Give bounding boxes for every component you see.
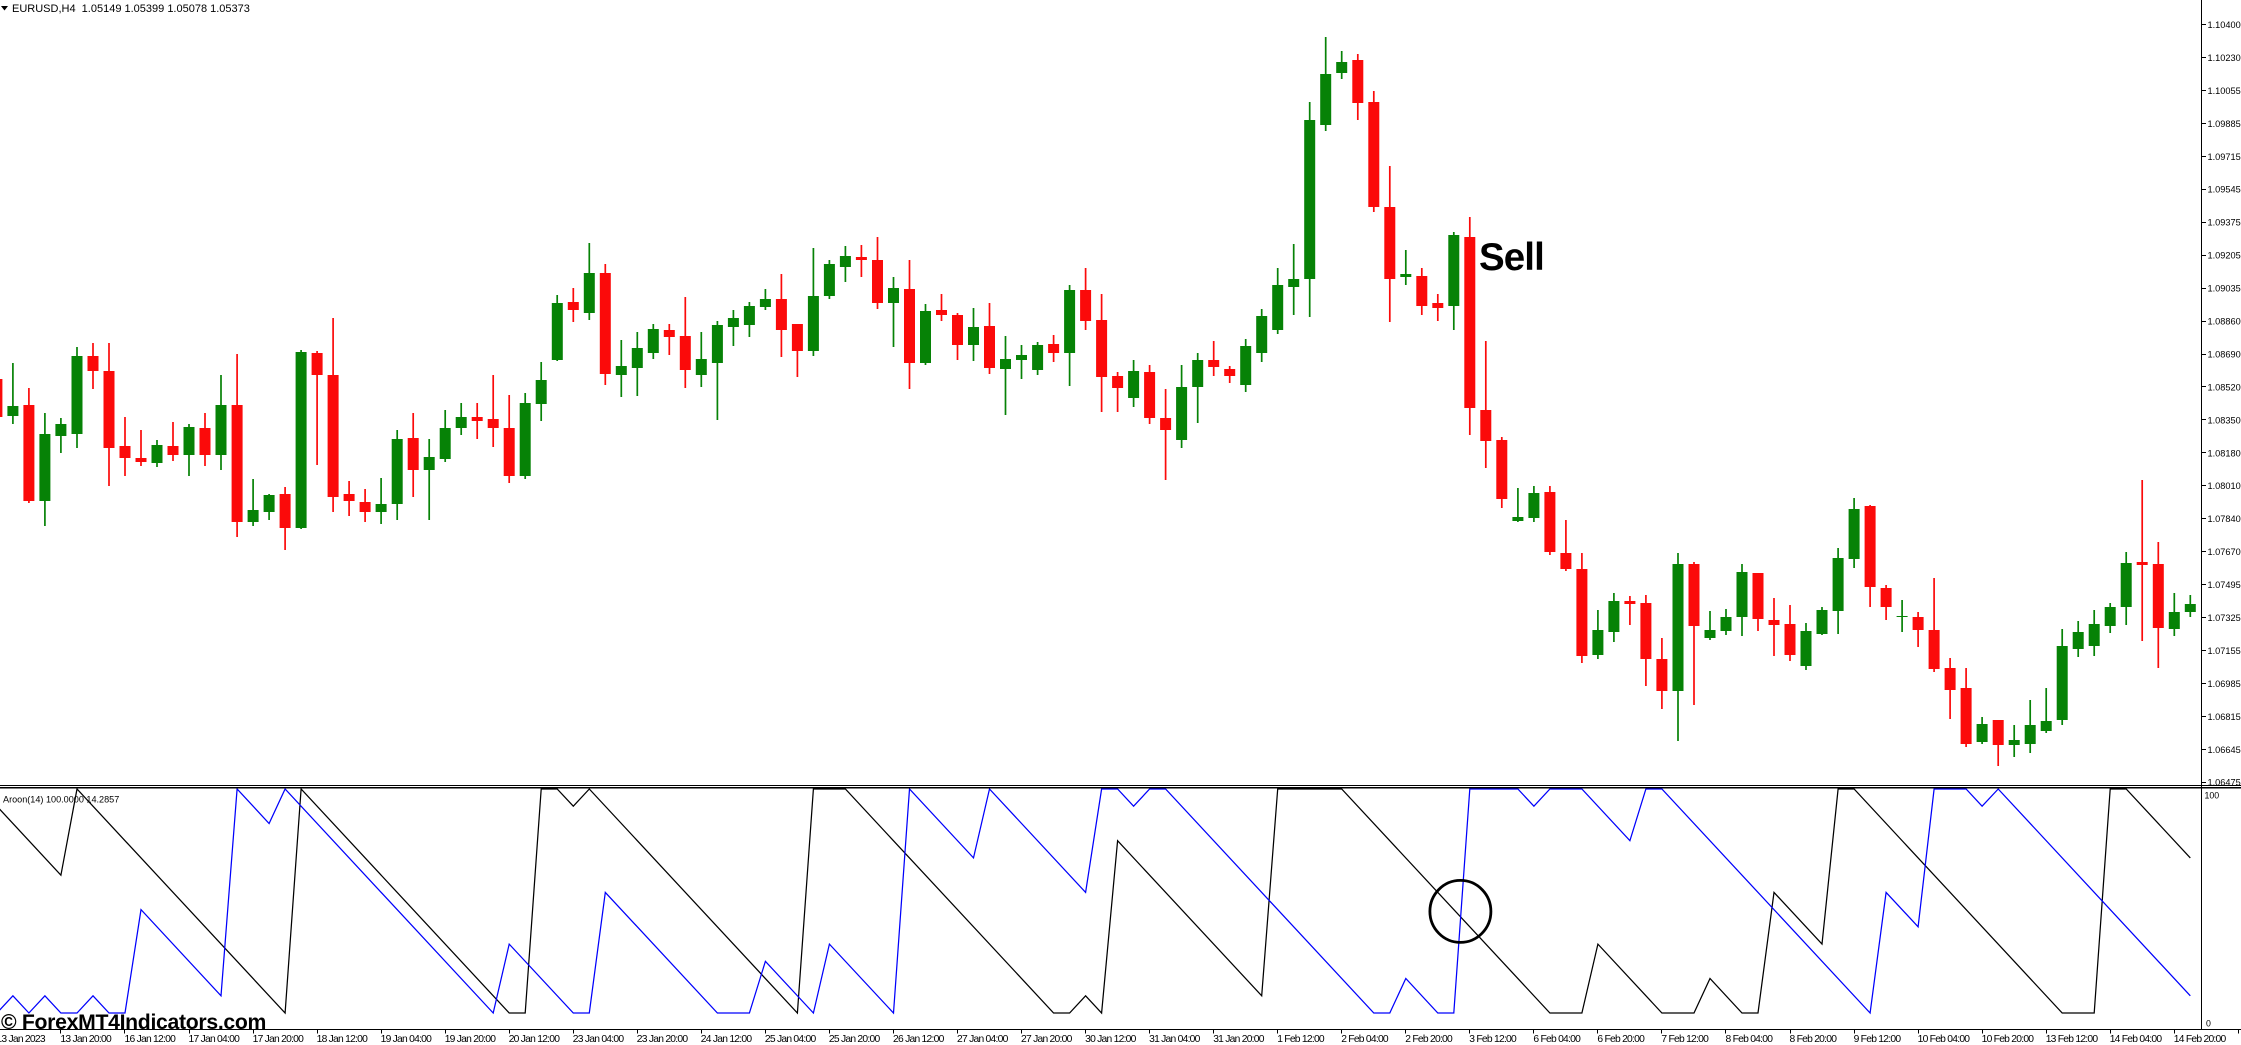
svg-text:17 Jan 04:00: 17 Jan 04:00 <box>189 1034 241 1045</box>
svg-text:14 Feb 20:00: 14 Feb 20:00 <box>2174 1034 2227 1045</box>
svg-text:0: 0 <box>2206 1019 2211 1029</box>
svg-text:2 Feb 04:00: 2 Feb 04:00 <box>1341 1034 1389 1045</box>
svg-text:19 Jan 04:00: 19 Jan 04:00 <box>381 1034 433 1045</box>
svg-text:24 Jan 12:00: 24 Jan 12:00 <box>701 1034 753 1045</box>
svg-text:Sell: Sell <box>1479 236 1544 279</box>
svg-text:1.08860: 1.08860 <box>2208 317 2241 327</box>
svg-text:25 Jan 20:00: 25 Jan 20:00 <box>829 1034 881 1045</box>
svg-text:26 Jan 12:00: 26 Jan 12:00 <box>893 1034 945 1045</box>
svg-text:2 Feb 20:00: 2 Feb 20:00 <box>1405 1034 1453 1045</box>
svg-text:1.09375: 1.09375 <box>2208 218 2241 228</box>
svg-text:1.06985: 1.06985 <box>2208 679 2241 689</box>
svg-text:10 Feb 04:00: 10 Feb 04:00 <box>1918 1034 1971 1045</box>
svg-text:9 Feb 12:00: 9 Feb 12:00 <box>1854 1034 1902 1045</box>
svg-text:23 Jan 04:00: 23 Jan 04:00 <box>573 1034 625 1045</box>
svg-text:1 Feb 12:00: 1 Feb 12:00 <box>1277 1034 1325 1045</box>
svg-text:1.08520: 1.08520 <box>2208 382 2241 392</box>
svg-text:14 Feb 04:00: 14 Feb 04:00 <box>2110 1034 2163 1045</box>
svg-text:1.06815: 1.06815 <box>2208 712 2241 722</box>
svg-text:1.08180: 1.08180 <box>2208 448 2241 458</box>
svg-text:27 Jan 20:00: 27 Jan 20:00 <box>1021 1034 1073 1045</box>
svg-text:1.07325: 1.07325 <box>2208 613 2241 623</box>
svg-text:1.10055: 1.10055 <box>2208 86 2241 96</box>
svg-text:1.08690: 1.08690 <box>2208 349 2241 359</box>
svg-text:1.07155: 1.07155 <box>2208 646 2241 656</box>
svg-text:30 Jan 12:00: 30 Jan 12:00 <box>1085 1034 1137 1045</box>
svg-text:© ForexMT4Indicators.com: © ForexMT4Indicators.com <box>1 1011 266 1034</box>
svg-text:1.07495: 1.07495 <box>2208 580 2241 590</box>
svg-text:1.06475: 1.06475 <box>2208 778 2241 788</box>
svg-text:1.09035: 1.09035 <box>2208 284 2241 294</box>
svg-text:1.09715: 1.09715 <box>2208 152 2241 162</box>
svg-text:3 Feb 12:00: 3 Feb 12:00 <box>1469 1034 1517 1045</box>
svg-text:1.09885: 1.09885 <box>2208 119 2241 129</box>
svg-text:6 Feb 20:00: 6 Feb 20:00 <box>1597 1034 1645 1045</box>
svg-text:17 Jan 20:00: 17 Jan 20:00 <box>253 1034 305 1045</box>
svg-text:10 Feb 20:00: 10 Feb 20:00 <box>1982 1034 2035 1045</box>
svg-text:13 Feb 12:00: 13 Feb 12:00 <box>2046 1034 2099 1045</box>
svg-text:31 Jan 04:00: 31 Jan 04:00 <box>1149 1034 1201 1045</box>
svg-text:13 Jan 2023: 13 Jan 2023 <box>0 1034 46 1045</box>
svg-text:1.07670: 1.07670 <box>2208 547 2241 557</box>
svg-text:7 Feb 12:00: 7 Feb 12:00 <box>1661 1034 1709 1045</box>
svg-text:27 Jan 04:00: 27 Jan 04:00 <box>957 1034 1009 1045</box>
svg-text:1.09545: 1.09545 <box>2208 185 2241 195</box>
svg-text:Aroon(14) 100.0000 14.2857: Aroon(14) 100.0000 14.2857 <box>3 795 119 805</box>
svg-text:1.07840: 1.07840 <box>2208 514 2241 524</box>
svg-text:8 Feb 04:00: 8 Feb 04:00 <box>1726 1034 1774 1045</box>
svg-text:EURUSD,H4 1.05149 1.05399 1.0: EURUSD,H4 1.05149 1.05399 1.05078 1.0537… <box>12 3 250 15</box>
svg-text:23 Jan 20:00: 23 Jan 20:00 <box>637 1034 689 1045</box>
svg-text:19 Jan 20:00: 19 Jan 20:00 <box>445 1034 497 1045</box>
svg-text:1.10230: 1.10230 <box>2208 53 2241 63</box>
svg-text:20 Jan 12:00: 20 Jan 12:00 <box>509 1034 561 1045</box>
svg-text:25 Jan 04:00: 25 Jan 04:00 <box>765 1034 817 1045</box>
svg-text:13 Jan 20:00: 13 Jan 20:00 <box>60 1034 112 1045</box>
svg-text:31 Jan 20:00: 31 Jan 20:00 <box>1213 1034 1265 1045</box>
svg-text:1.06645: 1.06645 <box>2208 745 2241 755</box>
svg-text:1.08010: 1.08010 <box>2208 481 2241 491</box>
svg-text:6 Feb 04:00: 6 Feb 04:00 <box>1533 1034 1581 1045</box>
svg-text:16 Jan 12:00: 16 Jan 12:00 <box>125 1034 177 1045</box>
svg-text:1.09205: 1.09205 <box>2208 251 2241 261</box>
svg-text:8 Feb 20:00: 8 Feb 20:00 <box>1790 1034 1838 1045</box>
svg-text:100: 100 <box>2205 791 2220 801</box>
svg-text:1.10400: 1.10400 <box>2208 20 2241 30</box>
svg-text:1.08350: 1.08350 <box>2208 415 2241 425</box>
svg-text:18 Jan 12:00: 18 Jan 12:00 <box>317 1034 369 1045</box>
